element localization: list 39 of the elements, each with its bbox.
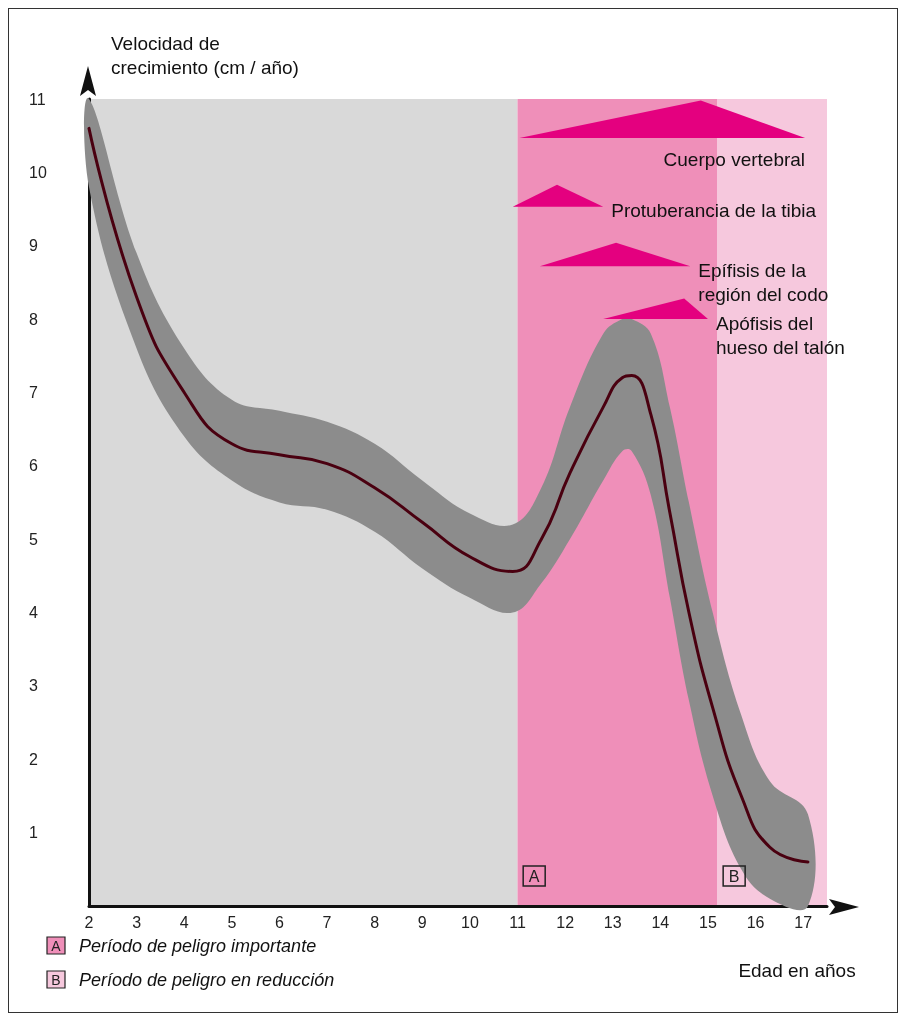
x-tick-label: 2: [84, 913, 94, 931]
y-tick-label: 3: [29, 677, 38, 695]
y-tick-label: 2: [29, 750, 38, 768]
y-tick-label: 8: [29, 310, 38, 328]
band-label: B: [728, 867, 740, 885]
x-tick-label: 8: [370, 913, 380, 931]
x-axis-title: Edad en años: [738, 959, 856, 981]
x-tick-label: 14: [651, 913, 670, 931]
x-tick-label: 5: [227, 913, 237, 931]
x-tick-label: 4: [179, 913, 189, 931]
text: A: [51, 938, 61, 954]
x-tick-label: 12: [556, 913, 575, 931]
x-tick-label: 13: [603, 913, 622, 931]
y-tick-label: 7: [29, 383, 38, 401]
x-tick-label: 10: [461, 913, 479, 931]
x-tick-label: 11: [509, 913, 526, 931]
text: Período de peligro importante: [79, 936, 317, 956]
annotation: Cuerpo vertebral: [663, 149, 806, 171]
y-tick-label: 4: [29, 604, 38, 622]
y-tick-label: 9: [29, 237, 38, 255]
y-tick-label: 11: [29, 90, 46, 108]
text: B: [51, 972, 61, 988]
band-label: A: [528, 867, 540, 885]
x-tick-label: 3: [132, 913, 142, 931]
annotation: Epífisis de la región del codo: [698, 259, 829, 305]
x-tick-label: 17: [794, 913, 813, 931]
x-tick-label: 9: [417, 913, 427, 931]
text: Período de peligro en reducción: [79, 970, 335, 990]
annotation: Apófisis del hueso del talón: [715, 312, 845, 358]
y-tick-label: 1: [29, 824, 38, 842]
y-tick-label: 10: [29, 163, 47, 181]
y-tick-label: 5: [29, 530, 38, 548]
x-tick-label: 16: [746, 913, 765, 931]
x-tick-label: 7: [322, 913, 332, 931]
x-tick-label: 6: [275, 913, 284, 931]
y-axis-title: Velocidad de crecimiento (cm / año): [111, 32, 299, 78]
x-tick-label: 15: [699, 913, 717, 931]
annotation: Protuberancia de la tibia: [611, 200, 817, 222]
y-tick-label: 6: [29, 457, 38, 475]
